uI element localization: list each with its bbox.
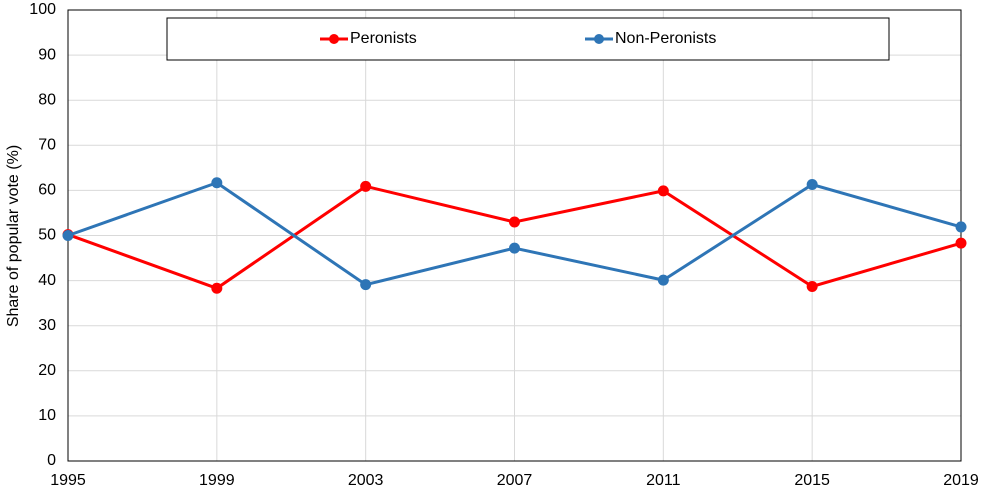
legend-label: Peronists — [350, 30, 417, 47]
x-tick-label: 2011 — [646, 472, 681, 489]
data-point — [806, 179, 818, 191]
y-tick-label: 20 — [38, 362, 56, 379]
data-point — [955, 221, 967, 233]
legend-marker — [329, 34, 339, 44]
legend-label: Non-Peronists — [615, 30, 716, 47]
x-tick-label: 1999 — [199, 472, 235, 489]
data-point — [509, 216, 520, 228]
x-tick-label: 2003 — [348, 472, 384, 489]
data-point — [955, 237, 967, 249]
y-tick-label: 0 — [47, 452, 56, 469]
y-tick-label: 80 — [38, 91, 56, 108]
legend-marker — [594, 34, 604, 44]
y-axis-label: Share of popular vote (%) — [5, 145, 22, 327]
data-point — [657, 185, 669, 197]
y-tick-label: 40 — [38, 272, 56, 289]
data-point — [62, 230, 74, 241]
y-tick-label: 70 — [38, 137, 56, 154]
x-tick-label: 2019 — [943, 472, 979, 489]
x-tick-label: 2007 — [497, 472, 533, 489]
data-point — [509, 242, 520, 254]
data-point — [360, 279, 372, 291]
x-tick-label: 1995 — [50, 472, 86, 489]
y-tick-label: 60 — [38, 182, 56, 199]
y-tick-label: 90 — [38, 46, 56, 63]
x-tick-label: 2015 — [794, 472, 830, 489]
data-point — [211, 282, 223, 294]
data-point — [360, 180, 372, 192]
y-tick-label: 30 — [38, 317, 56, 334]
y-tick-label: 50 — [38, 227, 56, 244]
y-tick-label: 100 — [29, 1, 56, 18]
data-point — [806, 280, 818, 292]
legend-box — [166, 17, 890, 61]
y-tick-label: 10 — [38, 407, 56, 424]
data-point — [657, 274, 669, 286]
data-point — [211, 177, 223, 189]
